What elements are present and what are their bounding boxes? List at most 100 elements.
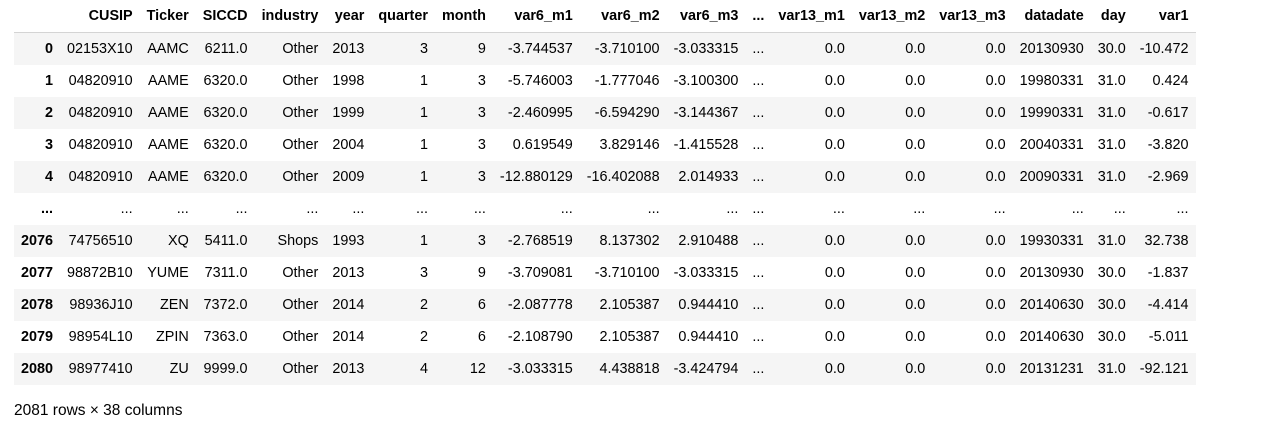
table-cell: AAME xyxy=(147,105,189,121)
table-cell: -3.710100 xyxy=(594,265,660,281)
table-cell: 0.0 xyxy=(985,169,1006,185)
column-header: CUSIP xyxy=(60,0,140,33)
table-cell: -4.414 xyxy=(1147,297,1189,313)
column-header: day xyxy=(1090,0,1133,33)
table-cell: 2.105387 xyxy=(599,297,660,313)
table-cell: ... xyxy=(120,201,133,217)
column-header: var13_m1 xyxy=(771,0,852,33)
table-row: 2077 98872B10 YUME 7311.0 Other 2013 3 9 -3.7090… xyxy=(14,257,1196,289)
table-cell: ... xyxy=(752,201,765,217)
table-cell: ... xyxy=(726,201,739,217)
column-header: SICCD xyxy=(195,0,255,33)
table-cell: Other xyxy=(282,137,319,153)
table-cell: 3 xyxy=(477,169,486,185)
table-cell: -3.709081 xyxy=(507,265,573,281)
table-cell: 7372.0 xyxy=(203,297,248,313)
table-cell: 0.0 xyxy=(985,41,1006,57)
table-cell: 2.014933 xyxy=(678,169,739,185)
table-cell: 0.944410 xyxy=(678,297,739,313)
table-cell: 0.0 xyxy=(824,361,845,377)
table-row: 2079 98954L10 ZPIN 7363.0 Other 2014 2 6 -2.1087… xyxy=(14,321,1196,353)
table-cell: ... xyxy=(752,41,765,57)
table-cell: 1 xyxy=(419,105,428,121)
table-cell: 32.738 xyxy=(1144,233,1189,249)
column-header: var13_m3 xyxy=(932,0,1013,33)
table-cell: ... xyxy=(415,201,428,217)
table-row: 2 04820910 AAME 6320.0 Other 1999 1 3 -2.460995 -… xyxy=(14,97,1196,129)
table-cell: 4.438818 xyxy=(599,361,660,377)
table-header: CUSIP Ticker SICCD industry year quarter month… xyxy=(14,0,1196,33)
table-cell: 1998 xyxy=(332,73,365,89)
column-header: var6_m3 xyxy=(666,0,746,33)
table-cell: -3.144367 xyxy=(673,105,739,121)
table-cell: YUME xyxy=(147,265,189,281)
column-header: year xyxy=(325,0,372,33)
table-cell: 31.0 xyxy=(1097,361,1126,377)
index-header xyxy=(14,0,61,33)
table-cell: 0.0 xyxy=(824,297,845,313)
table-cell: 20090331 xyxy=(1019,169,1084,185)
table-cell: -10.472 xyxy=(1139,41,1189,57)
table-cell: ... xyxy=(752,329,765,345)
table-cell: ... xyxy=(647,201,660,217)
table-cell: -5.011 xyxy=(1148,329,1189,345)
table-cell: -2.969 xyxy=(1147,169,1189,185)
table-row: 2078 98936J10 ZEN 7372.0 Other 2014 2 6 -2.08777… xyxy=(14,289,1196,321)
table-cell: 0.0 xyxy=(905,329,926,345)
table-cell: -3.100300 xyxy=(673,73,739,89)
table-cell: 0.0 xyxy=(824,233,845,249)
table-cell: 0.0 xyxy=(985,265,1006,281)
table-cell: -3.033315 xyxy=(507,361,573,377)
table-cell: AAME xyxy=(147,169,189,185)
table-cell: 1 xyxy=(419,169,428,185)
table-cell: 98977410 xyxy=(68,361,133,377)
table-cell: -3.710100 xyxy=(594,41,660,57)
table-cell: 0.0 xyxy=(985,297,1006,313)
table-cell: Other xyxy=(282,169,319,185)
table-cell: 0.0 xyxy=(824,329,845,345)
column-header: var1 xyxy=(1132,0,1196,33)
table-cell: 30.0 xyxy=(1097,41,1126,57)
table-cell: -0.617 xyxy=(1147,105,1189,121)
table-cell: ZU xyxy=(169,361,189,377)
table-cell: 0.0 xyxy=(905,361,926,377)
table-cell: 3 xyxy=(477,137,486,153)
table-cell: Other xyxy=(282,73,319,89)
column-header: industry xyxy=(254,0,326,33)
table-cell: 31.0 xyxy=(1097,73,1126,89)
table-cell: 6 xyxy=(477,297,486,313)
table-cell: -1.415528 xyxy=(673,137,739,153)
table-cell: -12.880129 xyxy=(499,169,573,185)
table-cell: ... xyxy=(752,105,765,121)
table-cell: 04820910 xyxy=(68,169,133,185)
table-cell: -6.594290 xyxy=(594,105,660,121)
table-cell: ... xyxy=(832,201,845,217)
table-cell: 04820910 xyxy=(68,137,133,153)
table-cell: 98872B10 xyxy=(67,265,133,281)
table-cell: 0.0 xyxy=(905,265,926,281)
column-header: ... xyxy=(745,0,772,33)
table-cell: 20130930 xyxy=(1019,41,1084,57)
table-cell: 6320.0 xyxy=(203,169,248,185)
dataframe-output: CUSIP Ticker SICCD industry year quarter month… xyxy=(14,0,1196,385)
table-cell: ... xyxy=(752,297,765,313)
table-row: 0 02153X10 AAMC 6211.0 Other 2013 3 9 -3.744537 -… xyxy=(14,32,1196,65)
column-header: var6_m2 xyxy=(579,0,667,33)
table-cell: 3 xyxy=(477,105,486,121)
table-cell: XQ xyxy=(167,233,189,249)
table-cell: -16.402088 xyxy=(586,169,660,185)
table-cell: 1999 xyxy=(332,105,365,121)
table-cell: ... xyxy=(913,201,926,217)
table-cell: 31.0 xyxy=(1097,137,1126,153)
table-cell: 20130930 xyxy=(1019,265,1084,281)
table-cell: 4 xyxy=(419,361,428,377)
table-cell: 3.829146 xyxy=(599,137,660,153)
table-cell: 0.0 xyxy=(824,73,845,89)
table-cell: 0.0 xyxy=(824,105,845,121)
table-cell: 2013 xyxy=(332,265,365,281)
table-cell: -3.820 xyxy=(1147,137,1189,153)
table-cell: 2013 xyxy=(332,361,365,377)
table-row: ........................................… xyxy=(14,193,1196,225)
table-cell: 1 xyxy=(419,73,428,89)
table-cell: 3 xyxy=(419,265,428,281)
